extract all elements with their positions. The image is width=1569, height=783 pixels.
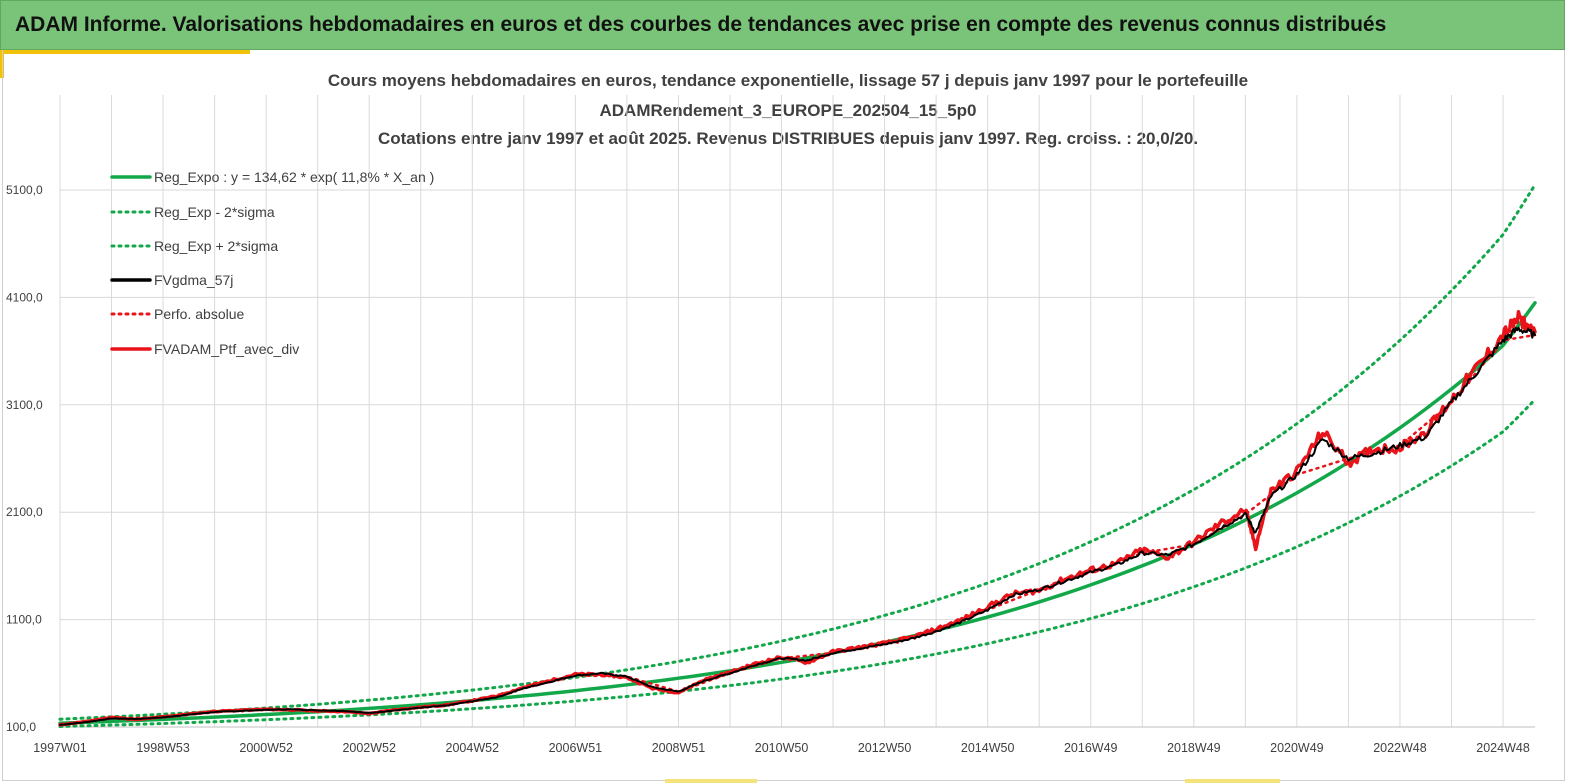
legend-label: Reg_Exp - 2*sigma [154, 204, 275, 220]
smoothed-line [59, 326, 1536, 726]
legend-item-reg-exp-minus: Reg_Exp - 2*sigma [110, 204, 275, 220]
x-tick-label: 2012W50 [858, 741, 912, 755]
perfo-absolue-line [58, 333, 1537, 727]
legend: Reg_Expo : y = 134,62 * exp( 11,8% * X_a… [110, 169, 434, 357]
y-tick-label: 5100,0 [6, 183, 43, 197]
x-tick-label: 2008W51 [652, 741, 706, 755]
trend-upper-band [58, 183, 1537, 721]
series-layer [58, 183, 1537, 728]
legend-item-fvgdma: FVgdma_57j [110, 272, 233, 288]
x-tick-label: 2000W52 [239, 741, 293, 755]
x-tick-label: 2004W52 [446, 741, 500, 755]
legend-label: Reg_Expo : y = 134,62 * exp( 11,8% * X_a… [154, 169, 434, 185]
x-tick-label: 2018W49 [1167, 741, 1221, 755]
legend-item-fvadam: FVADAM_Ptf_avec_div [110, 341, 299, 357]
legend-label: FVgdma_57j [154, 272, 233, 288]
x-tick-label: 2020W49 [1270, 741, 1324, 755]
x-tick-label: 1997W01 [33, 741, 87, 755]
y-tick-label: 3100,0 [6, 398, 43, 412]
accent-bar [0, 50, 250, 54]
x-tick-label: 2006W51 [549, 741, 603, 755]
y-tick-label: 1100,0 [6, 613, 42, 627]
chart-title-line-3: Cotations entre janv 1997 et août 2025. … [377, 129, 1199, 148]
x-tick-label: 2024W48 [1476, 741, 1530, 755]
x-tick-label: 2016W49 [1064, 741, 1118, 755]
app-header: ADAM Informe. Valorisations hebdomadaire… [0, 0, 1565, 50]
legend-item-reg-expo: Reg_Expo : y = 134,62 * exp( 11,8% * X_a… [110, 169, 434, 185]
y-tick-label: 2100,0 [6, 505, 43, 519]
legend-label: FVADAM_Ptf_avec_div [154, 341, 299, 357]
chart-title-line-1: Cours moyens hebdomadaires en euros, ten… [327, 71, 1249, 90]
trend-lower-band [58, 397, 1537, 728]
y-tick-label: 100,0 [6, 720, 36, 734]
x-tick-label: 1998W53 [136, 741, 190, 755]
x-tick-label: 2014W50 [961, 741, 1015, 755]
x-tick-label: 2022W48 [1373, 741, 1427, 755]
accent-bar-bottom-2 [1185, 779, 1280, 783]
grid-lines [59, 95, 1535, 728]
accent-bar-bottom [665, 779, 757, 783]
legend-label: Reg_Exp + 2*sigma [154, 238, 278, 254]
chart-frame [2, 50, 1565, 781]
y-tick-label: 4100,0 [6, 290, 43, 304]
axis-layer: 100,0 1100,0 2100,0 3100,0 4100,0 5100,0 1997W… [6, 183, 1535, 755]
legend-label: Perfo. absolue [154, 306, 244, 322]
x-tick-label: 2010W50 [755, 741, 809, 755]
header-title: ADAM Informe. Valorisations hebdomadaire… [15, 13, 1387, 36]
legend-item-perfo: Perfo. absolue [110, 306, 244, 322]
chart-title-line-2: ADAMRendement_3_EUROPE_202504_15_5p0 [599, 101, 977, 120]
x-tick-label: 2002W52 [342, 741, 396, 755]
portfolio-line [58, 309, 1537, 727]
legend-item-reg-exp-plus: Reg_Exp + 2*sigma [110, 238, 278, 254]
